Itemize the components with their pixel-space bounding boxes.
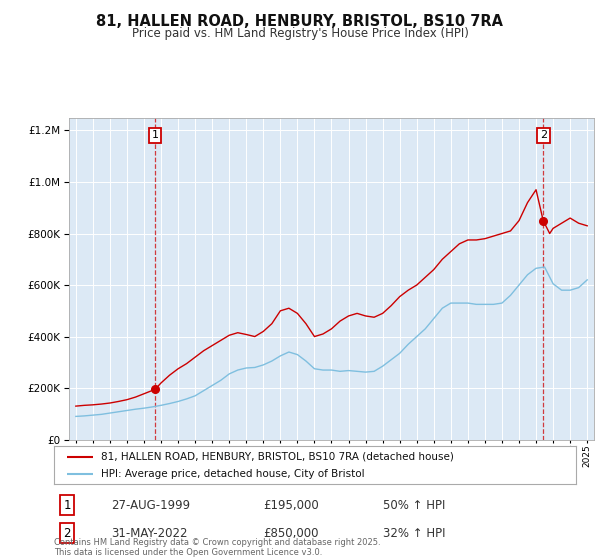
Text: Contains HM Land Registry data © Crown copyright and database right 2025.
This d: Contains HM Land Registry data © Crown c…	[54, 538, 380, 557]
Text: HPI: Average price, detached house, City of Bristol: HPI: Average price, detached house, City…	[101, 469, 365, 479]
Text: 81, HALLEN ROAD, HENBURY, BRISTOL, BS10 7RA (detached house): 81, HALLEN ROAD, HENBURY, BRISTOL, BS10 …	[101, 451, 454, 461]
Text: 81, HALLEN ROAD, HENBURY, BRISTOL, BS10 7RA: 81, HALLEN ROAD, HENBURY, BRISTOL, BS10 …	[97, 14, 503, 29]
Text: 32% ↑ HPI: 32% ↑ HPI	[383, 526, 445, 540]
Text: £195,000: £195,000	[263, 498, 319, 512]
Text: 50% ↑ HPI: 50% ↑ HPI	[383, 498, 445, 512]
Text: Price paid vs. HM Land Registry's House Price Index (HPI): Price paid vs. HM Land Registry's House …	[131, 27, 469, 40]
Text: 2: 2	[64, 526, 71, 540]
Text: 27-AUG-1999: 27-AUG-1999	[112, 498, 191, 512]
Text: 1: 1	[64, 498, 71, 512]
Text: 31-MAY-2022: 31-MAY-2022	[112, 526, 188, 540]
Text: £850,000: £850,000	[263, 526, 319, 540]
Text: 1: 1	[152, 130, 158, 141]
Text: 2: 2	[539, 130, 547, 141]
